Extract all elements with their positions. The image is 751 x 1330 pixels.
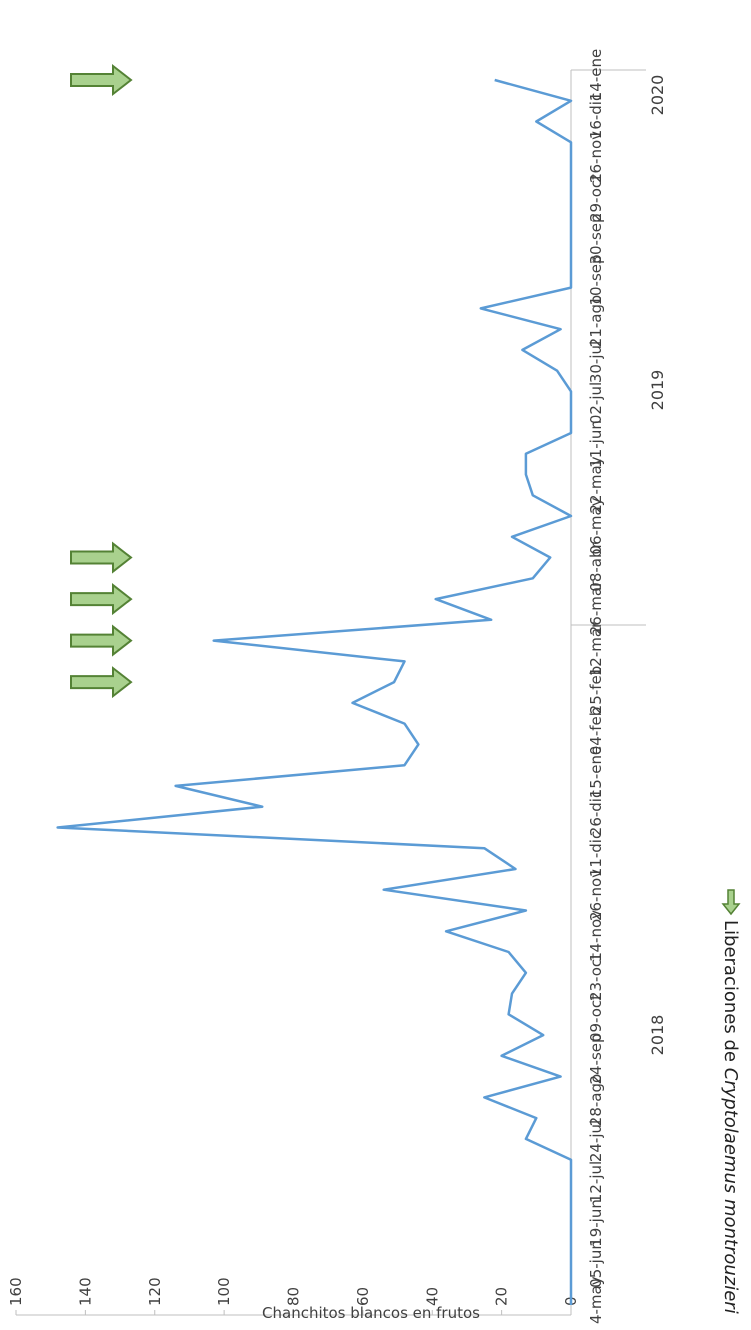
x-tick-label: 19-jun xyxy=(587,1199,605,1247)
y-tick-label: 20 xyxy=(493,1287,511,1306)
release-arrow-shape xyxy=(71,544,131,572)
release-arrow-icon xyxy=(71,627,131,655)
y-tick-label: 100 xyxy=(215,1277,233,1306)
release-arrow-shape xyxy=(71,66,131,94)
series-layer xyxy=(58,80,571,1305)
year-label: 2018 xyxy=(648,1015,667,1056)
y-tick-label: 160 xyxy=(7,1277,25,1306)
legend: Liberaciones de Cryptolaemus montrouzier… xyxy=(720,890,741,1314)
release-arrow-icon xyxy=(71,66,131,94)
y-tick-label: 120 xyxy=(146,1277,164,1306)
release-arrow-shape xyxy=(71,668,131,696)
y-axis-title: Chanchitos blancos en frutos xyxy=(262,1304,480,1322)
legend-label-prefix: Liberaciones de xyxy=(720,920,741,1068)
release-arrows xyxy=(71,66,131,696)
legend-arrow-icon xyxy=(723,890,739,914)
year-label: 2020 xyxy=(648,75,667,116)
release-arrow-icon xyxy=(71,544,131,572)
release-arrow-icon xyxy=(71,668,131,696)
year-label: 2019 xyxy=(648,370,667,411)
series-line xyxy=(58,80,571,1305)
x-tick-label: 12-jul xyxy=(587,1161,605,1203)
x-tick-label: 11-jun xyxy=(587,420,605,468)
release-arrow-icon xyxy=(71,585,131,613)
axes xyxy=(16,70,646,1315)
y-tick-label: 140 xyxy=(76,1277,94,1306)
x-tick-label: 11-dic xyxy=(587,831,605,877)
legend-label-species: Cryptolaemus montrouzieri xyxy=(720,1068,741,1314)
x-tick-label: 02-jul xyxy=(587,382,605,424)
x-tick-label: 14-ene xyxy=(587,49,605,101)
release-arrow-shape xyxy=(71,585,131,613)
legend-label: Liberaciones de Cryptolaemus montrouzier… xyxy=(720,920,741,1314)
release-arrow-shape xyxy=(71,627,131,655)
